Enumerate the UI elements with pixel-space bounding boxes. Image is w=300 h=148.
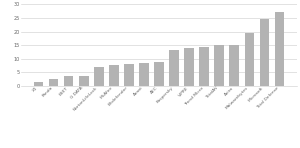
Bar: [199, 47, 209, 86]
Bar: [260, 19, 269, 86]
Bar: [34, 82, 43, 86]
Bar: [184, 48, 194, 86]
Bar: [124, 64, 134, 86]
Bar: [169, 50, 179, 86]
Bar: [214, 45, 224, 86]
Bar: [244, 33, 254, 86]
Bar: [94, 67, 104, 86]
Bar: [109, 65, 119, 86]
Bar: [64, 76, 74, 86]
Bar: [49, 79, 58, 86]
Bar: [139, 63, 149, 86]
Bar: [230, 45, 239, 86]
Bar: [79, 76, 88, 86]
Bar: [275, 12, 284, 86]
Bar: [154, 62, 164, 86]
